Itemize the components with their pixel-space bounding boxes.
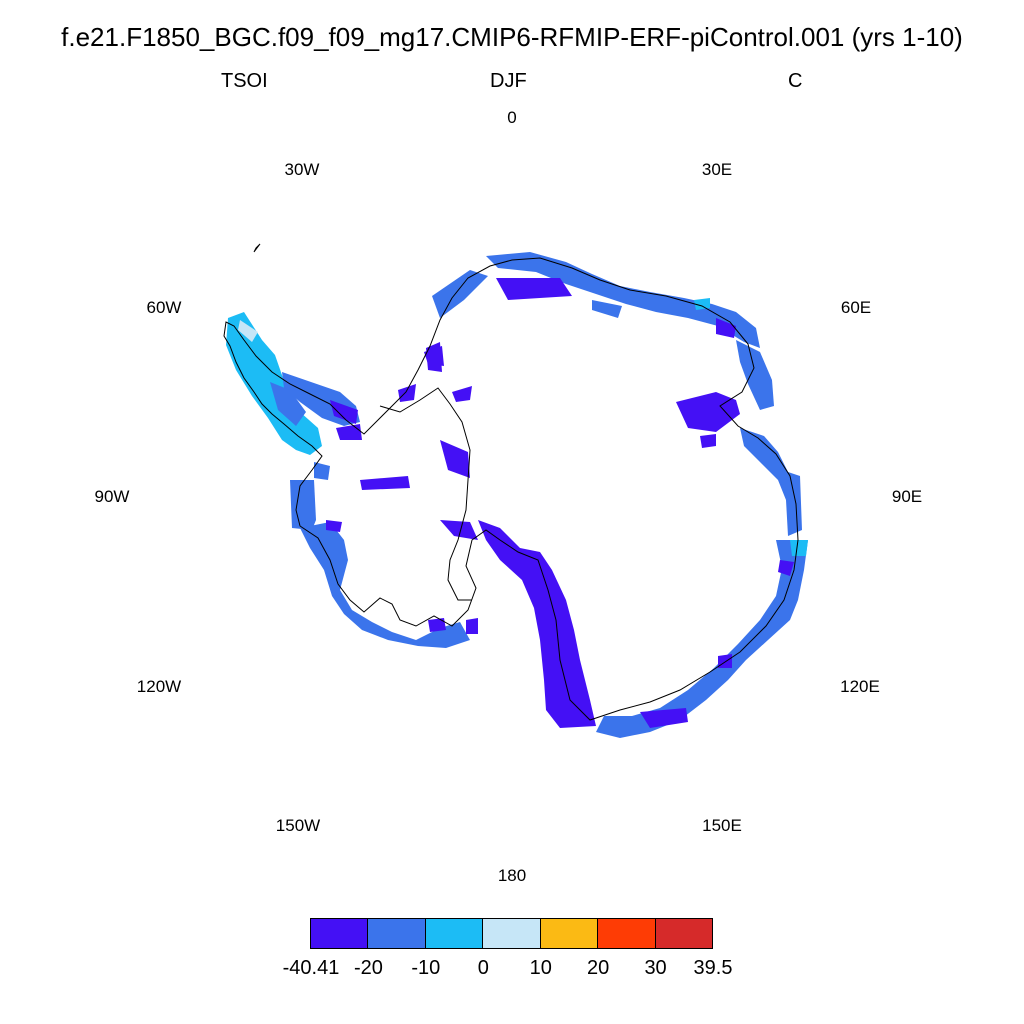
lon-label-120w: 120W bbox=[136, 677, 182, 696]
ross-ice-edge-strong bbox=[428, 618, 446, 632]
wilkes-strong-cells bbox=[778, 560, 794, 576]
lon-label-90w: 90W bbox=[94, 487, 130, 506]
colorbar-label: 20 bbox=[587, 957, 610, 979]
amundsen-cells bbox=[300, 522, 470, 648]
lon-label-60e: 60E bbox=[840, 298, 872, 317]
lon-label-90e: 90E bbox=[891, 487, 923, 506]
queen-maud-coast-cells bbox=[486, 252, 760, 348]
mac-robertson-cells bbox=[716, 318, 736, 338]
colorbar-label: 0 bbox=[477, 957, 489, 979]
enderby-coast-cells bbox=[736, 340, 774, 410]
queen-maud-strong-cells bbox=[496, 278, 572, 300]
colorbar-box-4 bbox=[539, 918, 599, 949]
units-label: C bbox=[788, 70, 803, 92]
peninsula-light-cells bbox=[238, 320, 258, 342]
lon-label-150w: 150W bbox=[275, 816, 321, 835]
coastline bbox=[223, 243, 799, 721]
george-v-strong-cells bbox=[640, 708, 688, 728]
plot-title: f.e21.F1850_BGC.f09_f09_mg17.CMIP6-RFMIP… bbox=[61, 22, 963, 52]
peninsula-base-cells-2 bbox=[270, 382, 306, 426]
ronne-filchner-cells-2 bbox=[452, 386, 472, 402]
peninsula-strong-cells bbox=[330, 400, 358, 424]
amery-cells bbox=[676, 392, 740, 432]
lon-label-0: 0 bbox=[507, 108, 517, 127]
colorbar-label: 30 bbox=[644, 957, 667, 979]
transantarctic-strip bbox=[440, 520, 478, 540]
kemp-coast-cells bbox=[592, 300, 622, 318]
adelie-strong-cells bbox=[718, 654, 732, 668]
colorbar-box-1 bbox=[367, 918, 426, 949]
dronning-maud-west-cells bbox=[432, 270, 488, 318]
lon-label-60w: 60W bbox=[146, 298, 182, 317]
east-interior-cells bbox=[700, 434, 716, 448]
peninsula-strong-cells-2 bbox=[336, 424, 362, 440]
lon-label-30e: 30E bbox=[701, 160, 733, 179]
coats-land-cells bbox=[424, 346, 444, 366]
wilkes-coast-cells bbox=[596, 540, 808, 738]
variable-name: TSOI bbox=[221, 70, 268, 92]
colorbar-box-6 bbox=[654, 918, 713, 949]
colorbar-label: 39.5 bbox=[693, 957, 733, 979]
colorbar-label: -20 bbox=[353, 957, 383, 979]
colorbar-box-0 bbox=[310, 918, 369, 949]
season-label: DJF bbox=[490, 70, 527, 92]
lon-label-150e: 150E bbox=[702, 816, 742, 835]
ross-ice-edge-strong-2 bbox=[466, 618, 478, 634]
bellingshausen-cells bbox=[290, 480, 316, 530]
colorbar-label: 10 bbox=[529, 957, 552, 979]
lon-label-30w: 30W bbox=[284, 160, 320, 179]
colorbar-box-5 bbox=[597, 918, 656, 949]
colorbar-label: -10 bbox=[411, 957, 441, 979]
colorbar-box-3 bbox=[482, 918, 541, 949]
colorbar-label: -40.41 bbox=[282, 957, 340, 979]
lon-label-120e: 120E bbox=[840, 677, 880, 696]
kemp-coast-cells-2 bbox=[694, 298, 710, 310]
peninsula-neck-cells bbox=[314, 462, 330, 480]
lon-label-180: 180 bbox=[497, 866, 527, 885]
colorbar-box-2 bbox=[424, 918, 484, 949]
victoria-land-cells bbox=[478, 520, 596, 728]
ronne-filchner-cells bbox=[398, 384, 416, 402]
amundsen-strong-cells bbox=[326, 520, 342, 532]
wilkes-coast-light bbox=[790, 540, 808, 556]
west-antarctic-interior-cells bbox=[440, 440, 470, 478]
amery-coast-cells bbox=[740, 428, 802, 536]
marie-byrd-interior-cells bbox=[360, 476, 410, 490]
colorbar bbox=[310, 918, 713, 949]
